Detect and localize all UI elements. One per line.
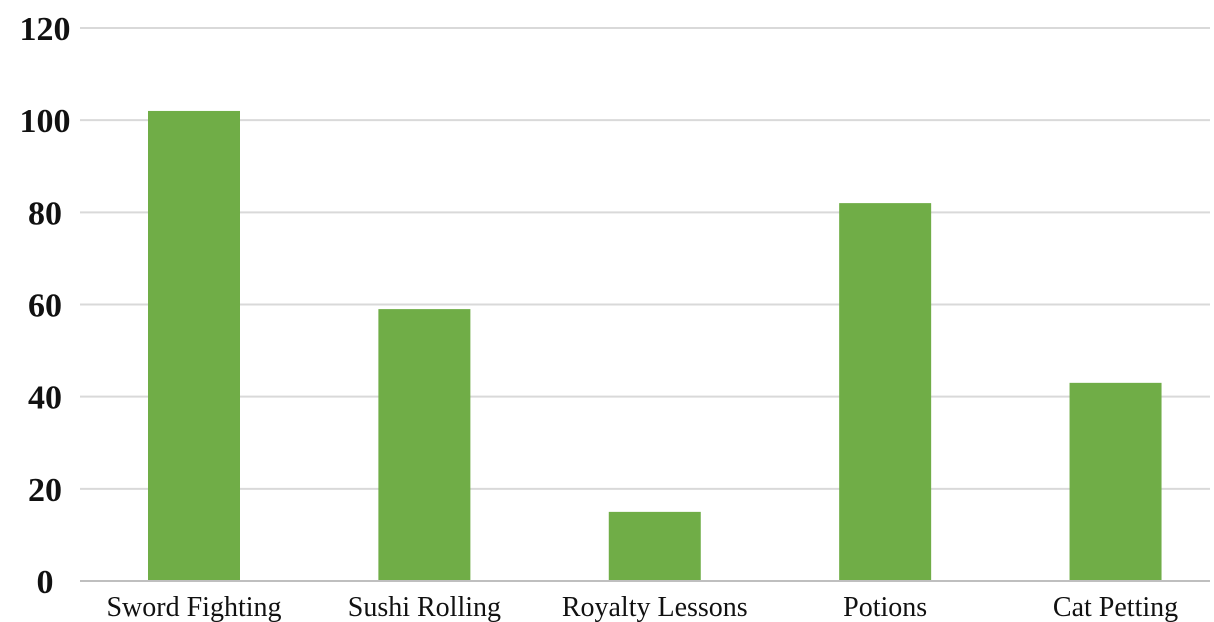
x-tick-label: Cat Petting xyxy=(1053,592,1178,622)
x-axis-ticks: Sword Fighting Sushi Rolling Royalty Lesso… xyxy=(106,592,1178,622)
bar-potions xyxy=(839,203,932,581)
y-tick-label: 0 xyxy=(37,564,54,601)
x-tick-label: Royalty Lessons xyxy=(562,592,748,622)
bar-sushi-rolling xyxy=(378,309,471,581)
y-tick-label: 100 xyxy=(20,103,71,140)
x-tick-label: Potions xyxy=(843,592,927,622)
gridlines xyxy=(80,27,1210,490)
bar-royalty-lessons xyxy=(608,511,701,581)
y-tick-label: 20 xyxy=(28,472,62,509)
y-axis-ticks: 0 20 40 60 80 100 120 xyxy=(20,11,71,601)
y-tick-label: 40 xyxy=(28,380,62,417)
y-tick-label: 80 xyxy=(28,195,62,232)
x-tick-label: Sushi Rolling xyxy=(348,592,501,622)
bars xyxy=(148,110,1162,581)
bar-sword-fighting xyxy=(148,110,240,581)
bar-cat-petting xyxy=(1069,382,1162,581)
x-tick-label: Sword Fighting xyxy=(106,592,281,622)
y-tick-label: 120 xyxy=(20,11,71,48)
y-tick-label: 60 xyxy=(28,288,62,325)
